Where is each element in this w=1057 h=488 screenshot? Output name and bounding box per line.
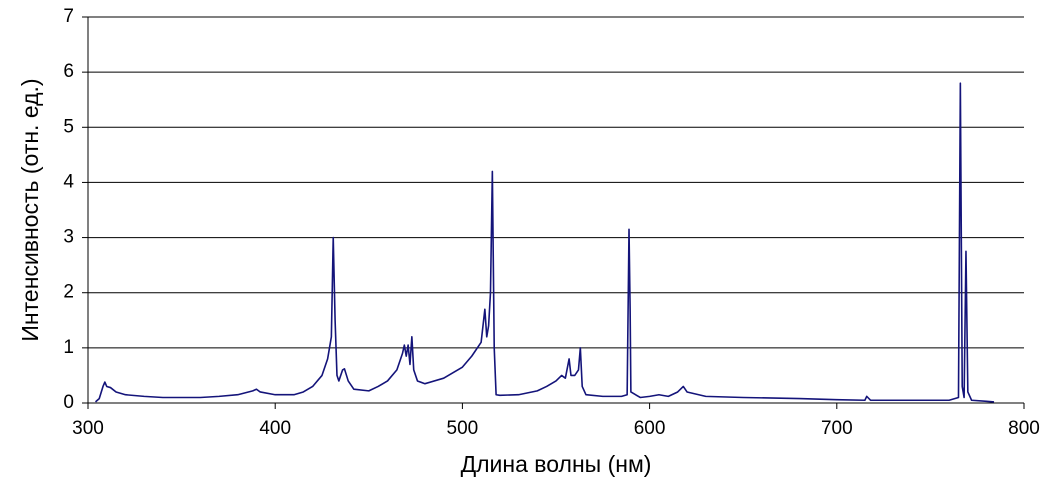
y-tick-label: 0: [63, 392, 74, 413]
y-axis-title: Интенсивность (отн. ед.): [17, 78, 43, 341]
y-tick-label: 2: [63, 282, 74, 303]
x-tick-label: 400: [259, 418, 291, 439]
y-tick-label: 1: [63, 337, 74, 358]
y-tick-label: 6: [63, 61, 74, 82]
spectrum-line: [94, 82, 995, 403]
x-tick-label: 600: [634, 418, 666, 439]
x-tick-label: 800: [1008, 418, 1040, 439]
y-tick-label: 5: [63, 116, 74, 137]
y-tick-label: 3: [63, 227, 74, 248]
y-tick-label: 4: [63, 171, 74, 192]
x-tick-label: 500: [447, 418, 479, 439]
y-tick-label: 7: [63, 6, 74, 27]
x-tick-label: 700: [821, 418, 853, 439]
x-tick-label: 300: [72, 418, 104, 439]
x-axis-title: Длина волны (нм): [461, 451, 652, 477]
